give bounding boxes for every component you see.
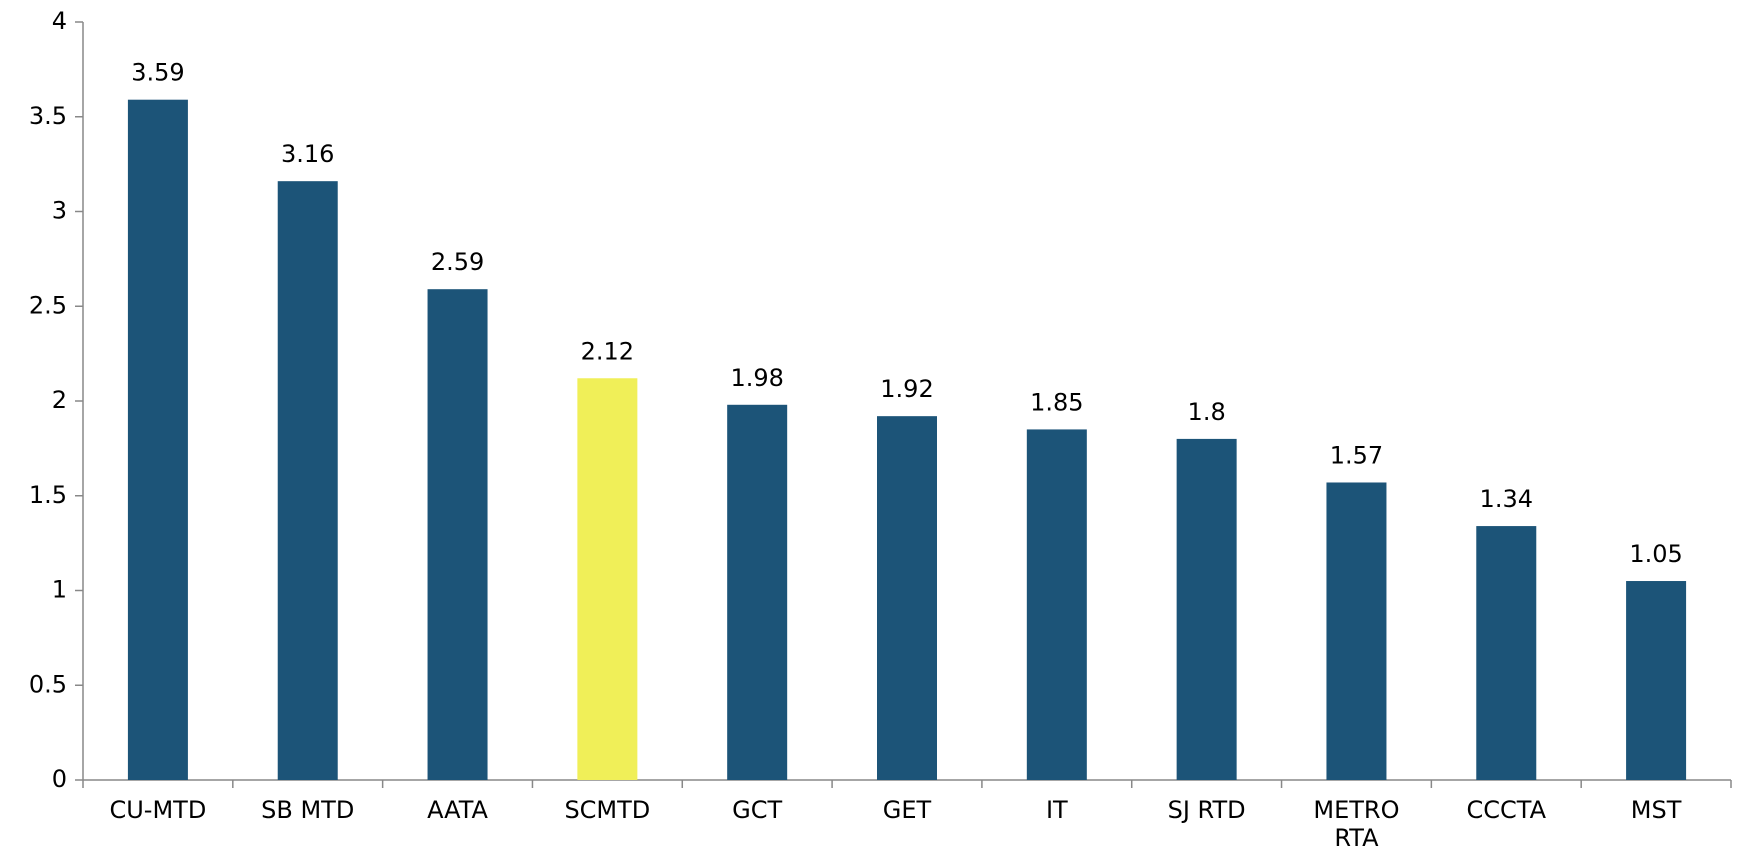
bar — [1326, 482, 1387, 780]
y-tick-label: 1 — [52, 576, 67, 604]
bar — [577, 378, 638, 780]
bar — [1476, 526, 1537, 780]
value-label: 3.16 — [281, 140, 334, 168]
y-tick-label: 2.5 — [29, 291, 67, 319]
value-label: 1.85 — [1030, 388, 1083, 416]
bar — [1026, 429, 1087, 780]
value-label: 1.8 — [1188, 398, 1226, 426]
bar — [1626, 581, 1687, 780]
x-tick-label: IT — [1045, 796, 1068, 824]
y-tick-label: 2 — [52, 386, 67, 414]
bar — [127, 99, 188, 780]
x-tick-label: GET — [882, 796, 932, 824]
value-label: 1.92 — [880, 375, 933, 403]
y-tick-label: 0 — [52, 765, 67, 793]
y-tick-label: 1.5 — [29, 481, 67, 509]
bar — [1176, 438, 1237, 780]
bar — [727, 404, 788, 780]
value-label: 1.57 — [1330, 441, 1383, 469]
bar — [427, 289, 488, 780]
y-tick-label: 3 — [52, 197, 67, 225]
x-tick-label: CCCTA — [1466, 796, 1547, 824]
value-label: 1.05 — [1629, 540, 1682, 568]
x-tick-label: GCT — [732, 796, 783, 824]
bar — [877, 416, 937, 780]
x-tick-label: SCMTD — [564, 796, 651, 824]
x-tick-label: CU-MTD — [109, 796, 207, 824]
value-label: 3.59 — [131, 59, 184, 87]
value-label: 1.34 — [1480, 485, 1533, 513]
value-label: 1.98 — [730, 364, 783, 392]
y-tick-label: 0.5 — [29, 670, 67, 698]
x-tick-label: MST — [1630, 796, 1682, 824]
x-tick-label: AATA — [427, 796, 488, 824]
bar — [277, 181, 338, 780]
value-label: 2.12 — [581, 337, 634, 365]
value-label: 2.59 — [431, 248, 484, 276]
x-tick-label: SJ RTD — [1167, 796, 1246, 824]
y-tick-label: 3.5 — [29, 102, 67, 130]
x-tick-label: SB MTD — [261, 796, 355, 824]
x-tick-label: METRO RTA — [1313, 796, 1400, 852]
y-tick-label: 4 — [52, 7, 67, 35]
